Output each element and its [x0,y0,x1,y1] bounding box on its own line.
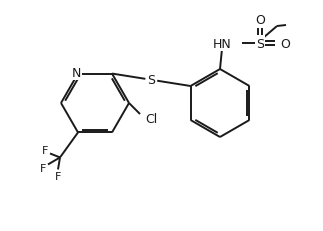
Text: F: F [42,146,48,156]
Text: Cl: Cl [145,113,157,126]
Text: N: N [71,67,81,80]
Text: O: O [280,37,290,50]
Text: F: F [40,164,46,174]
Text: F: F [55,172,61,182]
Text: O: O [255,13,265,26]
Text: HN: HN [213,37,231,50]
Text: S: S [256,37,264,50]
Text: S: S [147,74,155,87]
